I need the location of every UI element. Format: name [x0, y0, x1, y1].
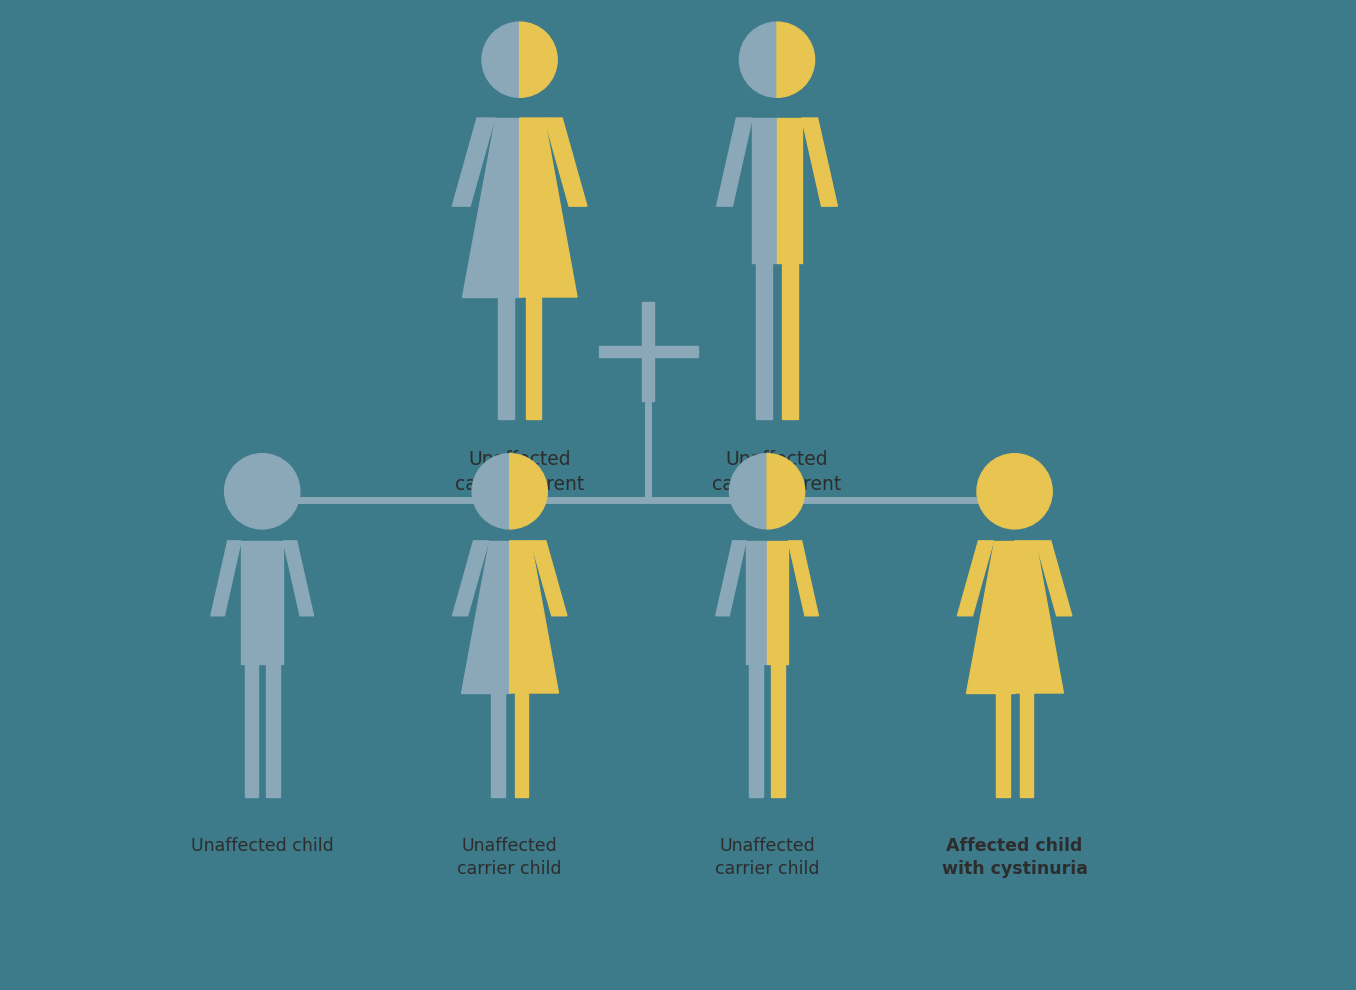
- Wedge shape: [777, 22, 815, 97]
- Polygon shape: [453, 541, 488, 616]
- Polygon shape: [510, 541, 559, 693]
- Wedge shape: [225, 453, 262, 529]
- Polygon shape: [283, 541, 313, 616]
- Wedge shape: [519, 22, 557, 97]
- Wedge shape: [730, 453, 767, 529]
- Wedge shape: [739, 22, 777, 97]
- Polygon shape: [241, 541, 262, 664]
- Polygon shape: [777, 118, 801, 263]
- Polygon shape: [1036, 541, 1071, 616]
- Wedge shape: [472, 453, 510, 529]
- Polygon shape: [716, 118, 753, 206]
- Polygon shape: [801, 118, 838, 206]
- Polygon shape: [491, 693, 504, 797]
- Polygon shape: [1014, 541, 1063, 693]
- Polygon shape: [266, 664, 279, 797]
- Polygon shape: [1020, 693, 1033, 797]
- Text: Unaffected child: Unaffected child: [191, 837, 334, 854]
- Text: Unaffected
carrier parent: Unaffected carrier parent: [456, 450, 584, 494]
- Polygon shape: [782, 263, 797, 419]
- Polygon shape: [519, 118, 578, 297]
- Text: Unaffected
carrier child: Unaffected carrier child: [457, 837, 561, 878]
- Bar: [599, 346, 698, 357]
- Polygon shape: [746, 541, 767, 664]
- Polygon shape: [212, 541, 241, 616]
- Polygon shape: [526, 297, 541, 419]
- Text: Unaffected
carrier child: Unaffected carrier child: [715, 837, 819, 878]
- Text: Affected child
with cystinuria: Affected child with cystinuria: [941, 837, 1088, 878]
- Polygon shape: [544, 118, 587, 206]
- Text: Unaffected
carrier parent: Unaffected carrier parent: [712, 450, 842, 494]
- Wedge shape: [767, 453, 804, 529]
- Wedge shape: [262, 453, 300, 529]
- Polygon shape: [767, 541, 788, 664]
- Polygon shape: [453, 118, 495, 206]
- Polygon shape: [753, 118, 777, 263]
- Bar: [643, 302, 654, 401]
- Polygon shape: [788, 541, 819, 616]
- Polygon shape: [461, 541, 510, 693]
- Polygon shape: [530, 541, 567, 616]
- Polygon shape: [716, 541, 746, 616]
- Polygon shape: [462, 118, 519, 297]
- Polygon shape: [498, 297, 514, 419]
- Polygon shape: [997, 693, 1010, 797]
- Wedge shape: [976, 453, 1014, 529]
- Polygon shape: [957, 541, 994, 616]
- Polygon shape: [757, 263, 772, 419]
- Polygon shape: [262, 541, 283, 664]
- Polygon shape: [772, 664, 785, 797]
- Polygon shape: [515, 693, 529, 797]
- Polygon shape: [750, 664, 763, 797]
- Polygon shape: [244, 664, 258, 797]
- Wedge shape: [481, 22, 519, 97]
- Wedge shape: [510, 453, 548, 529]
- Polygon shape: [965, 541, 1014, 693]
- Wedge shape: [1014, 453, 1052, 529]
